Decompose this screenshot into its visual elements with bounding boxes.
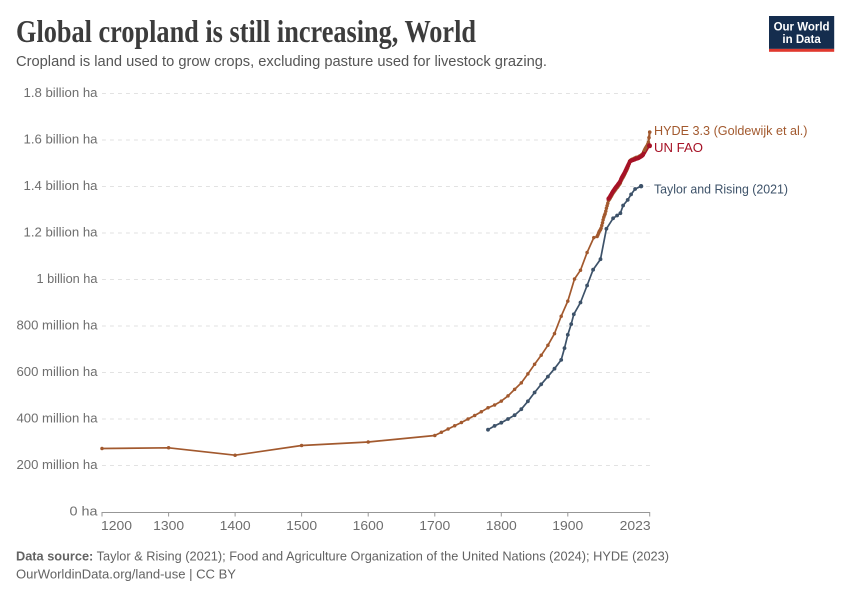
svg-text:Cropland is land used to grow: Cropland is land used to grow crops, exc… [16,54,547,70]
svg-text:OurWorldinData.org/land-use |: OurWorldinData.org/land-use | CC BY [16,568,237,582]
svg-text:1900: 1900 [552,518,583,533]
svg-text:1600: 1600 [353,518,384,533]
svg-text:1500: 1500 [286,518,317,533]
svg-text:1.6 billion ha: 1.6 billion ha [24,132,99,147]
svg-text:1 billion ha: 1 billion ha [37,271,99,286]
svg-text:400 million ha: 400 million ha [17,411,99,426]
svg-text:Global cropland is still incre: Global cropland is still increasing, Wor… [16,13,476,49]
svg-text:200 million ha: 200 million ha [17,457,99,472]
svg-text:0 ha: 0 ha [70,504,99,519]
svg-text:1700: 1700 [419,518,450,533]
svg-text:1.2 billion ha: 1.2 billion ha [24,225,99,240]
svg-text:1300: 1300 [153,518,184,533]
svg-text:800 million ha: 800 million ha [17,318,99,333]
svg-text:Our World: Our World [774,22,830,34]
svg-text:Taylor and Rising (2021): Taylor and Rising (2021) [654,182,788,197]
svg-text:UN FAO: UN FAO [654,140,703,155]
svg-text:1.4 billion ha: 1.4 billion ha [24,178,99,193]
svg-text:1200: 1200 [101,518,132,533]
svg-text:Data source: Taylor & Rising (: Data source: Taylor & Rising (2021); Foo… [16,550,669,564]
svg-text:1400: 1400 [220,518,251,533]
svg-text:in Data: in Data [782,34,821,46]
svg-text:1800: 1800 [486,518,517,533]
svg-text:HYDE 3.3 (Goldewijk et al.): HYDE 3.3 (Goldewijk et al.) [654,123,808,138]
svg-text:1.8 billion ha: 1.8 billion ha [24,85,99,100]
svg-text:2023: 2023 [620,518,651,533]
svg-text:600 million ha: 600 million ha [17,364,99,379]
